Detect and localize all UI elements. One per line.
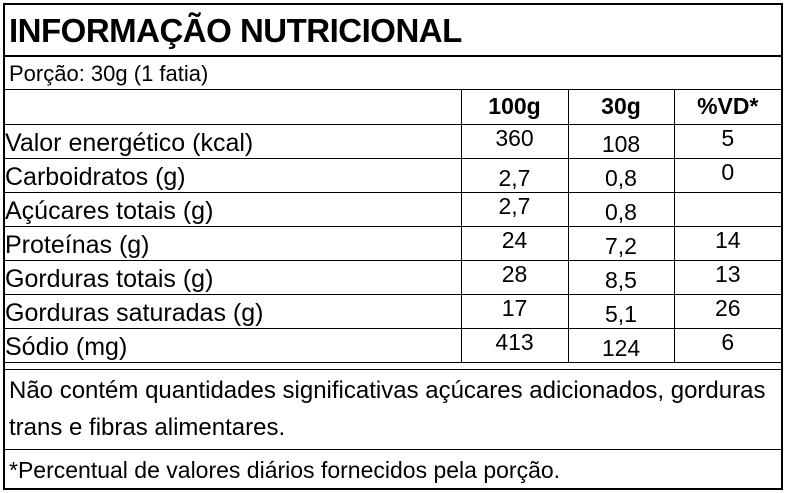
- value-100g: 413: [460, 327, 569, 363]
- table-header-row: 100g 30g %VD*: [5, 90, 781, 125]
- nutrient-name: Sódio (mg): [5, 327, 462, 363]
- value-30g: 5,1: [567, 293, 675, 329]
- value-vd: 13: [673, 259, 781, 295]
- portion-size: Porção: 30g (1 fatia): [5, 57, 781, 90]
- nutrient-name: Valor energético (kcal): [5, 123, 462, 159]
- value-vd: 6: [673, 327, 781, 363]
- value-100g: 2,7: [460, 157, 569, 193]
- value-30g: 8,5: [567, 259, 675, 295]
- table-row: Valor energético (kcal) 360 108 5: [5, 123, 781, 159]
- nutrient-name: Carboidratos (g): [5, 157, 462, 193]
- value-vd: 26: [673, 293, 781, 329]
- value-vd: 14: [673, 225, 781, 261]
- nutrient-name: Açúcares totais (g): [5, 191, 462, 227]
- table-row: Carboidratos (g) 2,7 0,8 0: [5, 157, 781, 193]
- value-100g: 28: [460, 259, 569, 295]
- table-row: Gorduras totais (g) 28 8,5 13: [5, 259, 781, 295]
- value-100g: 2,7: [460, 191, 569, 227]
- header-100g: 100g: [460, 90, 569, 125]
- value-30g: 0,8: [567, 191, 675, 227]
- table-row: Açúcares totais (g) 2,7 0,8: [5, 191, 781, 227]
- nutrient-name: Gorduras saturadas (g): [5, 293, 462, 329]
- footnote-daily-values: *Percentual de valores diários fornecido…: [9, 457, 561, 483]
- table-row: Gorduras saturadas (g) 17 5,1 26: [5, 293, 781, 329]
- value-100g: 24: [460, 225, 569, 261]
- value-100g: 17: [460, 293, 569, 329]
- value-vd: 5: [673, 123, 781, 159]
- value-vd: 0: [673, 157, 781, 193]
- nutrition-table: 100g 30g %VD* Valor energético (kcal) 36…: [5, 90, 781, 363]
- value-100g: 360: [460, 123, 569, 159]
- label-title: INFORMAÇÃO NUTRICIONAL: [5, 5, 781, 57]
- table-row: Sódio (mg) 413 124 6: [5, 327, 781, 363]
- header-nutrient: [5, 90, 462, 125]
- value-vd: [673, 191, 781, 227]
- value-30g: 124: [567, 327, 675, 363]
- value-30g: 7,2: [567, 225, 675, 261]
- nutrient-name: Gorduras totais (g): [5, 259, 462, 295]
- table-row: Proteínas (g) 24 7,2 14: [5, 225, 781, 261]
- nutrient-name: Proteínas (g): [5, 225, 462, 261]
- header-vd: %VD*: [673, 90, 781, 125]
- header-30g: 30g: [567, 90, 675, 125]
- footnote-not-significant: Não contém quantidades significativas aç…: [5, 369, 781, 450]
- value-30g: 0,8: [567, 157, 675, 193]
- nutrition-facts-label: INFORMAÇÃO NUTRICIONAL Porção: 30g (1 fa…: [3, 3, 783, 490]
- value-30g: 108: [567, 123, 675, 159]
